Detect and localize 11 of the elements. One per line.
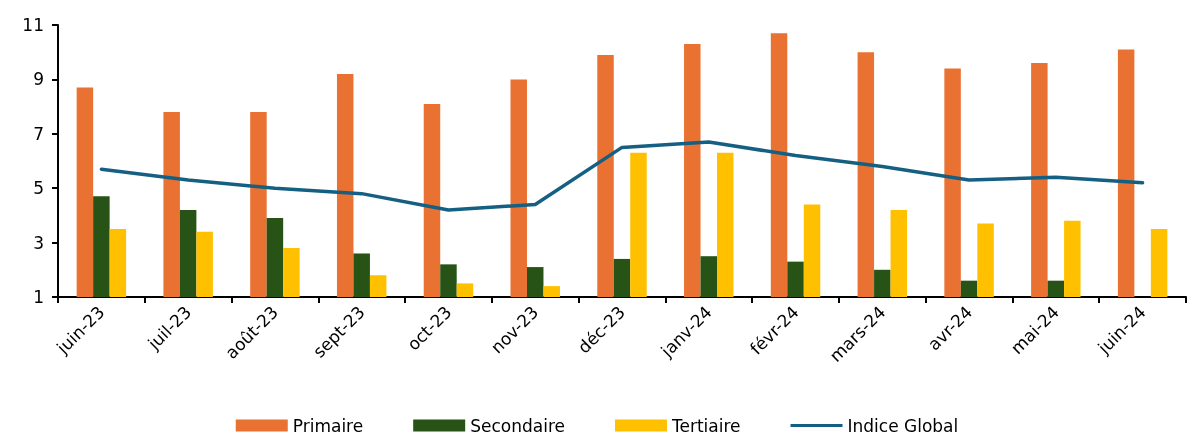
y-tick-label: 5: [33, 178, 44, 199]
y-tick-label: 11: [22, 15, 44, 35]
legend-label: Secondaire: [470, 415, 565, 436]
y-tick-label: 3: [33, 232, 44, 253]
y-tick-label: 7: [33, 123, 44, 144]
legend-label: Primaire: [292, 415, 364, 436]
line-series: [99, 140, 1145, 212]
y-tick-label: 1: [33, 287, 44, 307]
legend-label: Tertiaire: [670, 415, 741, 436]
legend-label: Indice Global: [847, 415, 959, 436]
y-tick-label: 9: [33, 69, 44, 90]
